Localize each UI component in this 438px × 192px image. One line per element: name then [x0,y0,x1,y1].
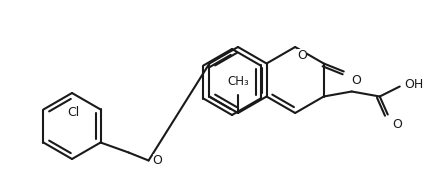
Text: OH: OH [405,78,424,91]
Text: O: O [393,118,403,131]
Text: O: O [352,74,362,87]
Text: O: O [152,154,162,167]
Text: Cl: Cl [67,106,79,119]
Text: O: O [297,49,307,62]
Text: CH₃: CH₃ [227,75,249,88]
